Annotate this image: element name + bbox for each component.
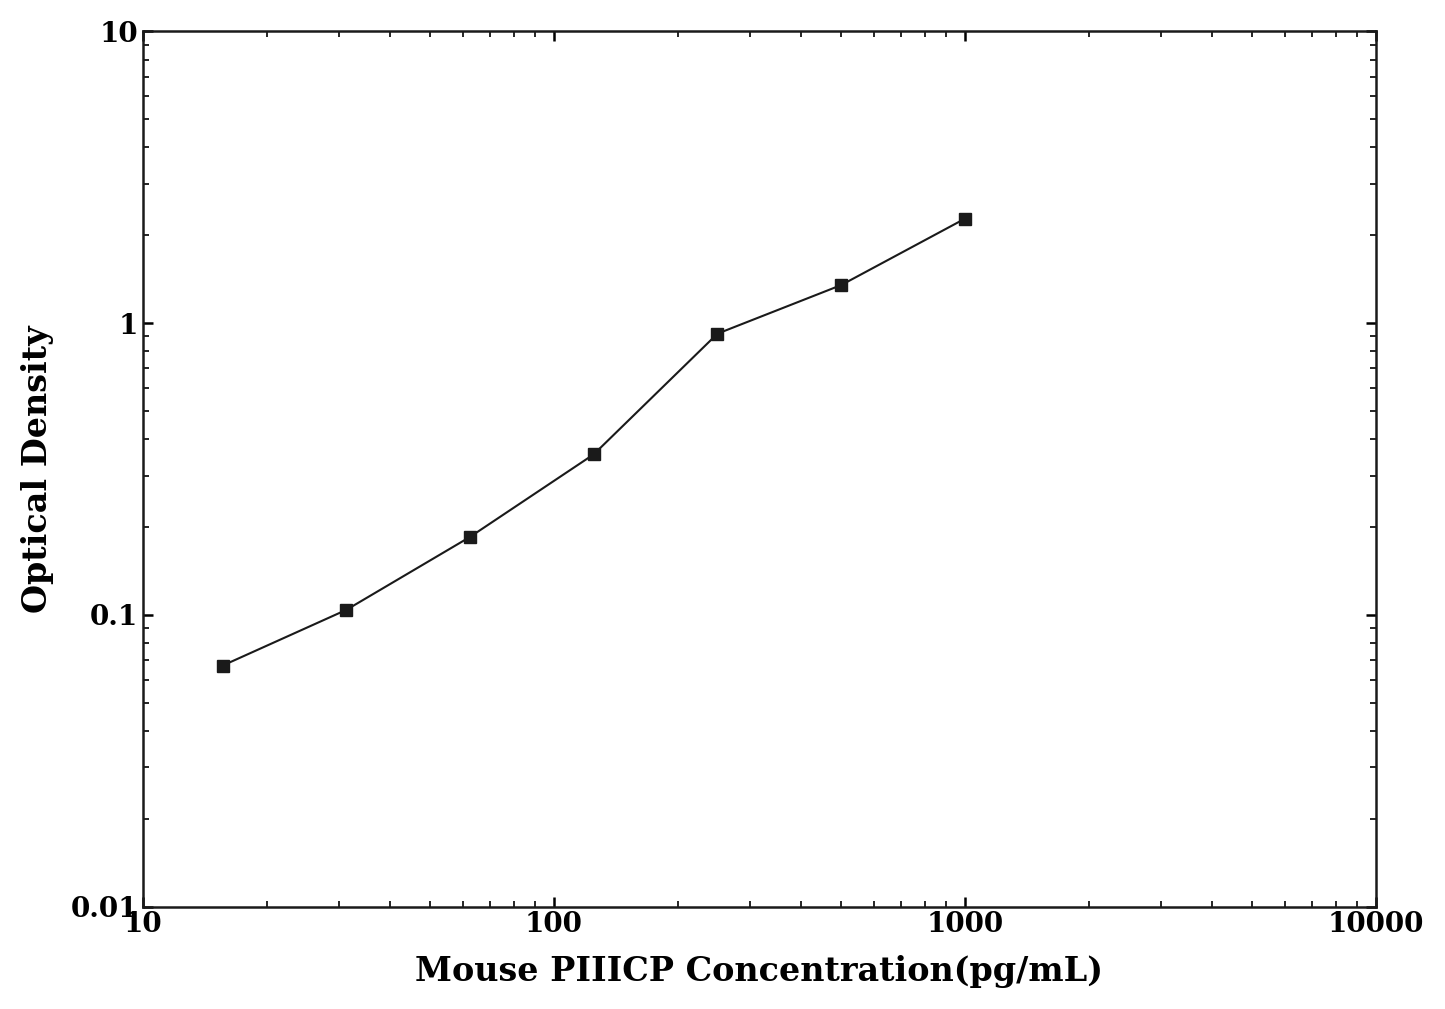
- X-axis label: Mouse PIIICP Concentration(pg/mL): Mouse PIIICP Concentration(pg/mL): [415, 956, 1104, 988]
- Y-axis label: Optical Density: Optical Density: [20, 325, 53, 612]
